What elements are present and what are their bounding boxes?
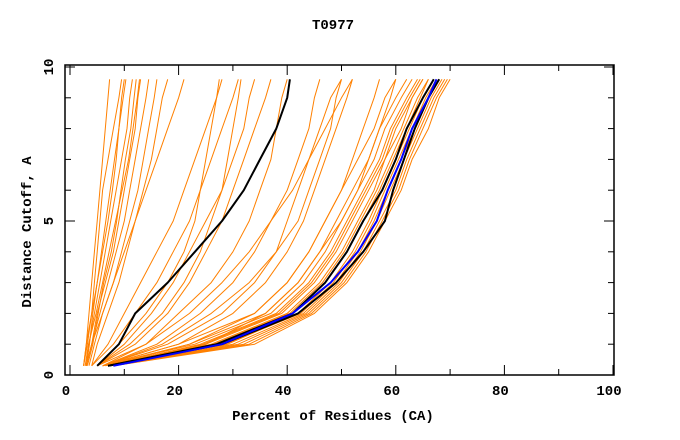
highlighted-model-curve	[96, 79, 291, 367]
highlighted-model-curve	[107, 78, 441, 367]
chart-title: T0977	[312, 18, 354, 34]
model-curve	[83, 79, 123, 366]
model-curve	[96, 79, 256, 367]
model-curve	[91, 79, 223, 367]
model-curve	[102, 79, 342, 367]
model-curve	[102, 79, 397, 367]
x-tick-label: 60	[383, 384, 400, 400]
ticks	[65, 65, 614, 376]
y-axis-label: Distance Cutoff, A	[20, 156, 36, 308]
y-tick-label: 5	[42, 217, 58, 225]
plot-frame	[64, 64, 615, 376]
x-tick-labels: 0 20 40 60 80 100	[62, 384, 622, 400]
x-tick-label: 100	[596, 384, 621, 400]
y-tick-label: 10	[42, 59, 58, 76]
model-curve	[85, 79, 133, 366]
model-curve	[85, 79, 185, 366]
model-curve	[107, 79, 424, 367]
model-curve	[113, 79, 448, 367]
x-tick-label: 80	[492, 384, 509, 400]
curves	[83, 78, 451, 367]
model-curve	[102, 79, 342, 367]
model-curve	[85, 79, 127, 366]
model-curve	[102, 79, 413, 367]
model-curve	[86, 79, 137, 366]
x-tick-label: 0	[62, 384, 70, 400]
model-curve	[107, 79, 429, 367]
model-curve	[91, 79, 239, 367]
model-curve	[96, 79, 242, 367]
model-curve	[102, 79, 408, 367]
model-curve	[96, 79, 288, 367]
best-model-curve	[113, 78, 438, 367]
model-curve	[113, 79, 446, 367]
x-tick-label: 20	[166, 384, 183, 400]
model-curve	[88, 79, 158, 366]
model-curve	[102, 79, 353, 367]
y-tick-labels: 0 5 10	[42, 59, 58, 380]
y-tick-label: 0	[42, 371, 58, 379]
x-axis-label: Percent of Residues (CA)	[232, 409, 434, 425]
model-curve	[85, 79, 142, 366]
model-curve	[107, 79, 424, 367]
x-tick-label: 40	[275, 384, 292, 400]
model-curve	[84, 79, 140, 366]
model-curve	[83, 79, 111, 366]
model-curve	[105, 79, 421, 367]
model-curve	[102, 79, 353, 367]
model-curve	[96, 79, 220, 367]
model-curve	[107, 79, 418, 367]
model-curve	[85, 79, 150, 366]
